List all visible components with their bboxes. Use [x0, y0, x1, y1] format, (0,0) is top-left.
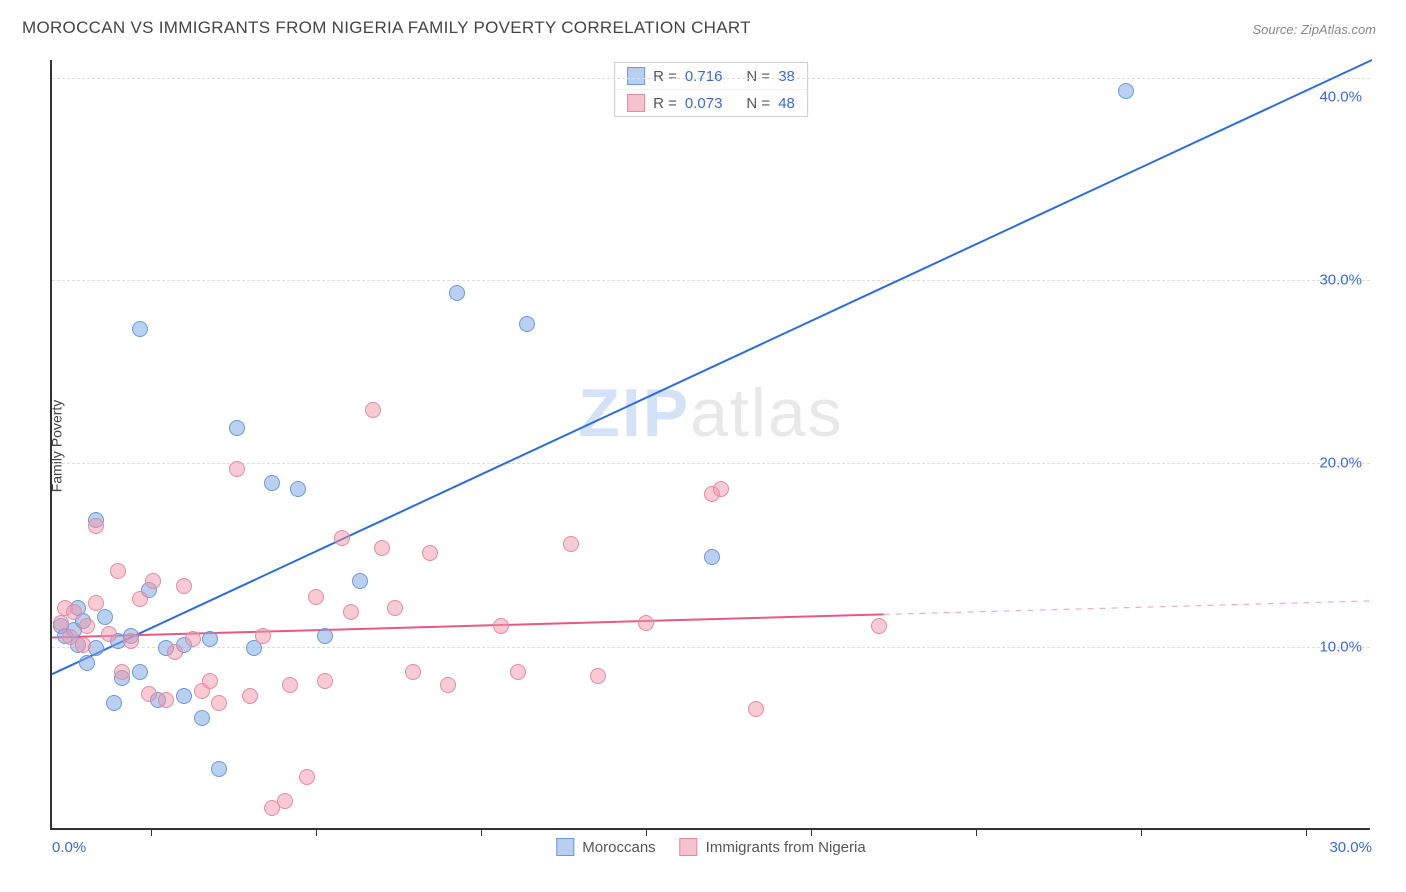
data-point-nigeria [299, 769, 315, 785]
data-point-moroccans [132, 321, 148, 337]
data-point-nigeria [365, 402, 381, 418]
data-point-moroccans [211, 761, 227, 777]
data-point-nigeria [66, 604, 82, 620]
data-point-moroccans [106, 695, 122, 711]
data-point-nigeria [563, 536, 579, 552]
data-point-moroccans [704, 549, 720, 565]
data-point-nigeria [638, 615, 654, 631]
data-point-nigeria [343, 604, 359, 620]
data-point-nigeria [132, 591, 148, 607]
x-tick-label: 0.0% [52, 839, 86, 856]
data-point-moroccans [202, 631, 218, 647]
data-point-nigeria [53, 615, 69, 631]
data-point-nigeria [101, 626, 117, 642]
data-point-moroccans [97, 609, 113, 625]
data-point-nigeria [211, 695, 227, 711]
data-point-nigeria [229, 461, 245, 477]
legend-label: Moroccans [582, 839, 655, 856]
data-point-nigeria [145, 573, 161, 589]
data-point-nigeria [871, 618, 887, 634]
legend-item-nigeria: Immigrants from Nigeria [680, 838, 866, 856]
data-point-nigeria [387, 600, 403, 616]
trend-line-nigeria [52, 614, 884, 637]
data-point-nigeria [88, 518, 104, 534]
data-point-moroccans [264, 475, 280, 491]
data-point-nigeria [317, 673, 333, 689]
data-point-nigeria [374, 540, 390, 556]
trend-lines-layer [52, 60, 1372, 830]
data-point-moroccans [352, 573, 368, 589]
legend-item-moroccans: Moroccans [556, 838, 655, 856]
data-point-nigeria [242, 688, 258, 704]
trend-line-dashed-nigeria [884, 601, 1372, 615]
data-point-nigeria [123, 633, 139, 649]
data-point-nigeria [75, 637, 91, 653]
data-point-nigeria [277, 793, 293, 809]
data-point-nigeria [185, 631, 201, 647]
data-point-moroccans [519, 316, 535, 332]
legend-label: Immigrants from Nigeria [706, 839, 866, 856]
plot-area: ZIPatlas R = 0.716 N = 38 R = 0.073 N = … [50, 60, 1370, 830]
data-point-moroccans [176, 688, 192, 704]
data-point-nigeria [713, 481, 729, 497]
data-point-nigeria [440, 677, 456, 693]
chart-container: MOROCCAN VS IMMIGRANTS FROM NIGERIA FAMI… [0, 0, 1406, 892]
legend-swatch-nigeria [680, 838, 698, 856]
data-point-moroccans [1118, 83, 1134, 99]
data-point-nigeria [405, 664, 421, 680]
series-legend: Moroccans Immigrants from Nigeria [556, 838, 865, 856]
data-point-nigeria [176, 578, 192, 594]
trend-line-moroccans [52, 60, 1372, 674]
data-point-nigeria [590, 668, 606, 684]
data-point-nigeria [282, 677, 298, 693]
chart-title: MOROCCAN VS IMMIGRANTS FROM NIGERIA FAMI… [22, 18, 751, 38]
data-point-nigeria [114, 664, 130, 680]
data-point-nigeria [167, 644, 183, 660]
data-point-moroccans [229, 420, 245, 436]
data-point-nigeria [141, 686, 157, 702]
x-tick-label: 30.0% [1329, 839, 1372, 856]
data-point-nigeria [79, 618, 95, 634]
data-point-nigeria [334, 530, 350, 546]
data-point-moroccans [194, 710, 210, 726]
data-point-nigeria [255, 628, 271, 644]
data-point-nigeria [493, 618, 509, 634]
data-point-nigeria [422, 545, 438, 561]
data-point-nigeria [308, 589, 324, 605]
data-point-nigeria [88, 595, 104, 611]
data-point-moroccans [290, 481, 306, 497]
data-point-moroccans [132, 664, 148, 680]
data-point-nigeria [748, 701, 764, 717]
data-point-nigeria [202, 673, 218, 689]
legend-swatch-moroccans [556, 838, 574, 856]
data-point-nigeria [158, 692, 174, 708]
data-point-nigeria [110, 563, 126, 579]
source-attribution: Source: ZipAtlas.com [1252, 22, 1376, 37]
data-point-nigeria [510, 664, 526, 680]
data-point-moroccans [449, 285, 465, 301]
data-point-moroccans [317, 628, 333, 644]
data-point-moroccans [79, 655, 95, 671]
